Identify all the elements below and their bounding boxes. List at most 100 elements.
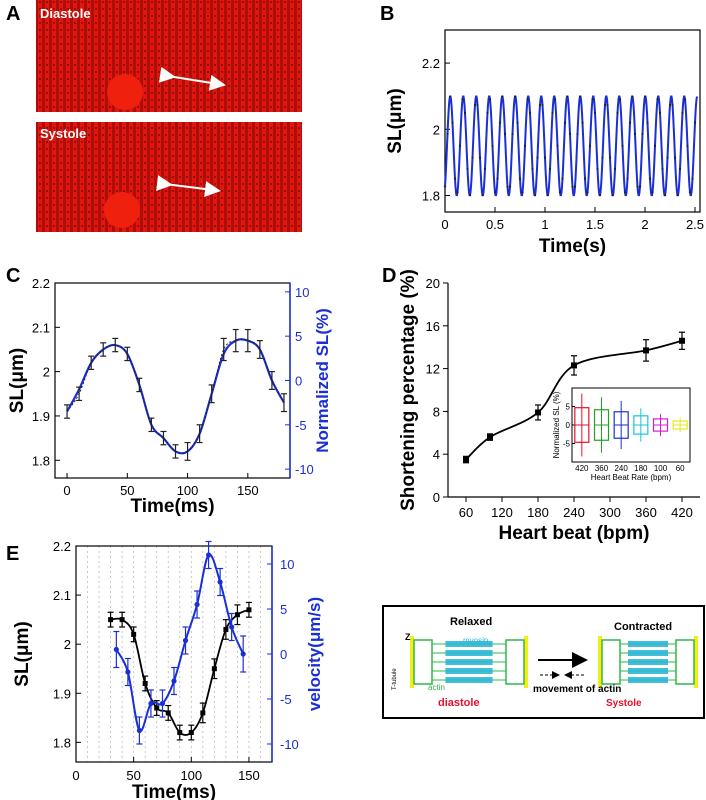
data-point	[246, 607, 252, 613]
data-point	[588, 144, 592, 147]
data-point	[506, 185, 509, 188]
data-point-velocity	[136, 727, 143, 734]
chart-c: 0 50 100 150 1.8 1.9 2 2.1 2.2 -10 -5 0 5 10 Time(ms) S…	[7, 276, 332, 517]
data-point	[618, 98, 622, 101]
y-tick-label: 12	[426, 362, 440, 377]
z-disc	[524, 636, 528, 688]
y-tick-label: 20	[426, 276, 440, 291]
x-tick-label: 100	[177, 483, 199, 498]
data-point	[516, 121, 519, 124]
myosin-filament	[445, 650, 493, 656]
z-disc	[694, 636, 698, 688]
data-point	[200, 710, 206, 716]
y-tick-label: 2	[43, 365, 50, 380]
data-point	[535, 409, 541, 416]
chart-b: 0 0.5 1 1.5 2 2.5 1.8 2 2.2 Time(s) SL(μm)	[385, 29, 704, 257]
data-point	[558, 191, 562, 194]
inset-y-tick-label: 5	[566, 403, 571, 412]
inset-x-tick-label: 180	[634, 464, 648, 473]
chart-e: 0 50 100 150 1.8 1.9 2 2.1 2.2 -10 -5 0 5 10 Time(ms) S…	[12, 539, 324, 800]
data-point	[546, 193, 549, 197]
z-line-frame	[675, 639, 695, 685]
inset-x-tick-label: 240	[614, 464, 628, 473]
y-axis-label: SL(μm)	[385, 88, 406, 153]
x-tick-label: 100	[180, 768, 202, 783]
data-point	[578, 95, 582, 98]
x-axis-label: Time(ms)	[132, 782, 216, 800]
data-point	[636, 185, 639, 188]
data-point	[651, 191, 654, 194]
data-point	[598, 193, 602, 197]
micrograph-diastole: Diastole	[36, 0, 302, 112]
panel-label-c: C	[6, 265, 20, 287]
y-tick-label: 2.2	[53, 539, 71, 554]
myosin-filament	[628, 659, 668, 665]
inset-y-tick-label: -5	[563, 440, 571, 449]
inset-y-tick-label: 0	[566, 421, 571, 430]
label-systole: Systole	[40, 126, 86, 141]
data-point	[638, 185, 642, 188]
x-tick-label: 2.5	[686, 217, 704, 232]
x-tick-label: 150	[238, 768, 260, 783]
y-tick-label: 1.8	[422, 188, 440, 203]
data-point	[468, 193, 472, 197]
y-tick-label: 4	[433, 447, 440, 462]
data-point	[211, 666, 217, 672]
data-point	[616, 111, 619, 115]
data-point-velocity	[182, 637, 189, 644]
data-point	[626, 177, 629, 180]
y2-axis-label: Normalized SL(%)	[313, 308, 332, 453]
data-point	[561, 177, 564, 180]
myosin-filament	[628, 668, 668, 674]
data-point	[531, 167, 534, 170]
y-tick-label: 2.1	[32, 320, 50, 335]
sarcomere-arrow-icon	[158, 66, 226, 91]
data-point	[658, 111, 662, 115]
ttubule-label: T-tubule	[392, 668, 398, 690]
diastole-label: diastole	[438, 697, 480, 709]
data-point	[451, 121, 454, 124]
data-point-velocity	[171, 678, 177, 684]
data-point	[496, 177, 499, 180]
data-point-velocity	[125, 669, 131, 675]
data-point	[608, 156, 612, 159]
data-point	[641, 132, 644, 136]
data-point	[568, 132, 572, 136]
inset-y-axis-label: Normalized SL (%)	[552, 391, 561, 458]
y-tick-label: 2.1	[53, 588, 71, 603]
data-point	[663, 193, 667, 197]
plot-frame	[444, 29, 701, 213]
data-point	[678, 167, 682, 170]
z-line-frame	[413, 639, 433, 685]
data-point	[478, 156, 482, 159]
x-tick-label: 300	[599, 505, 621, 520]
data-point	[566, 95, 569, 98]
y-tick-label: 8	[433, 404, 440, 419]
data-point	[573, 185, 577, 188]
data-point	[556, 144, 559, 147]
data-point	[538, 103, 542, 107]
y2-tick-label: 0	[280, 647, 287, 662]
x-tick-label: 50	[126, 768, 140, 783]
data-point	[628, 121, 632, 124]
data-point	[606, 103, 609, 107]
data-point	[693, 121, 697, 124]
y2-tick-label: 10	[295, 285, 309, 300]
data-point	[581, 121, 584, 124]
y2-tick-label: 10	[280, 557, 294, 572]
series-sl-line	[66, 339, 285, 454]
inset-chart: -5 0 5 420 360 240 180 100 60 Heart Beat Rate (bp…	[552, 387, 691, 482]
x-axis-label: Time(ms)	[130, 496, 214, 517]
data-point	[177, 730, 183, 736]
data-point	[471, 156, 474, 159]
data-point-velocity	[148, 700, 154, 707]
x-tick-label: 0	[63, 483, 70, 498]
data-point	[679, 337, 685, 344]
data-point	[501, 95, 504, 98]
y-tick-label: 1.8	[32, 453, 50, 468]
y2-tick-label: -5	[280, 692, 292, 707]
data-point	[553, 98, 557, 101]
y2-tick-label: -10	[295, 462, 314, 477]
data-point	[661, 167, 664, 170]
z-label: Z	[405, 632, 411, 642]
